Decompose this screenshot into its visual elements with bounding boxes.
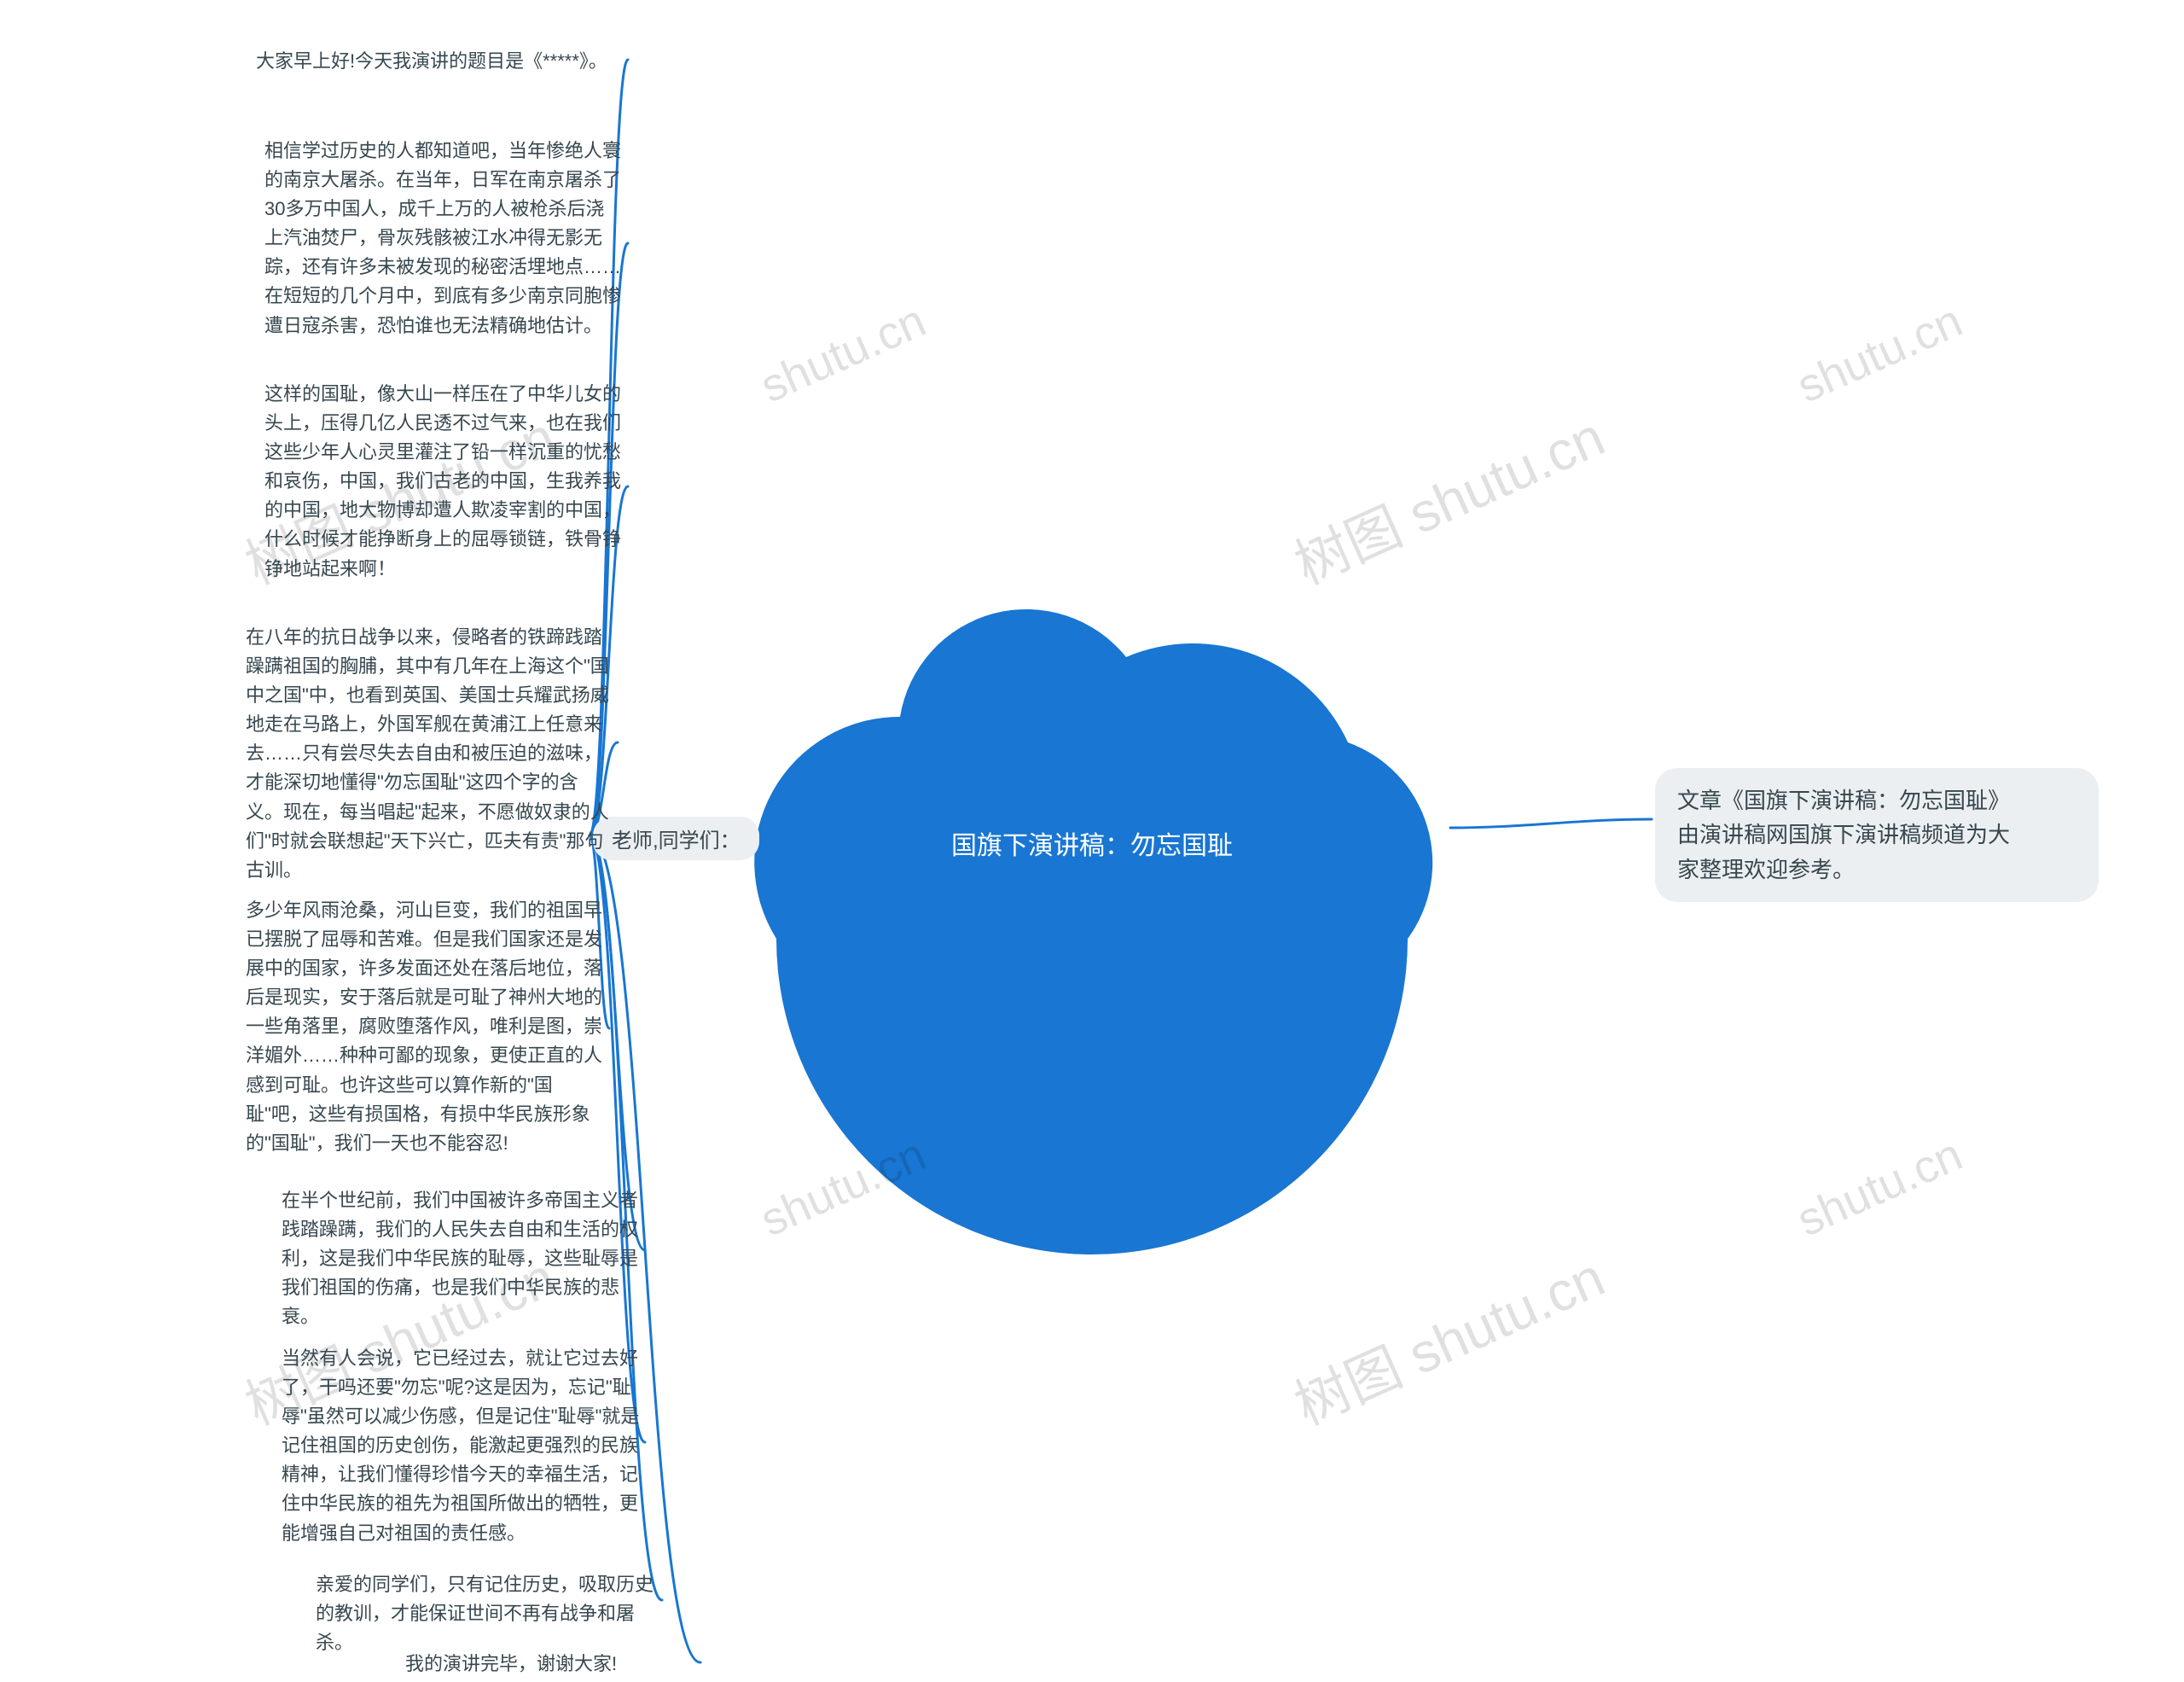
center-node-title: 国旗下演讲稿：勿忘国耻: [913, 824, 1271, 862]
right-branch-pill: 文章《国旗下演讲稿：勿忘国耻》 由演讲稿网国旗下演讲稿频道为大 家整理欢迎参考。: [1655, 768, 2099, 902]
leaf-p6: 当然有人会说，它已经过去，就让它过去好了，干吗还要"勿忘"呢?这是因为，忘记"耻…: [282, 1344, 640, 1548]
leaf-p3: 在八年的抗日战争以来，侵略者的铁蹄践踏躁蹒祖国的胸脯，其中有几年在上海这个"国中…: [246, 623, 613, 885]
leaf-p8: 我的演讲完毕，谢谢大家!: [405, 1650, 695, 1679]
leaf-p2: 这样的国耻，像大山一样压在了中华儿女的头上，压得几亿人民透不过气来，也在我们这些…: [264, 380, 623, 584]
left-branch-label: 老师,同学们：: [593, 817, 759, 860]
leaf-p1: 相信学过历史的人都知道吧，当年惨绝人寰的南京大屠杀。在当年，日军在南京屠杀了30…: [264, 137, 623, 340]
leaf-p0: 大家早上好!今天我演讲的题目是《*****》。: [256, 47, 623, 76]
leaf-p7: 亲爱的同学们，只有记住历史，吸取历史的教训，才能保证世间不再有战争和屠杀。: [316, 1570, 657, 1657]
leaf-p4: 多少年风雨沧桑，河山巨变，我们的祖国早已摆脱了屈辱和苦难。但是我们国家还是发展中…: [246, 896, 604, 1158]
center-cloud-shape: [754, 609, 1432, 1254]
leaf-p5: 在半个世纪前，我们中国被许多帝国主义者践踏躁蹒，我们的人民失去自由和生活的权利，…: [282, 1186, 640, 1331]
